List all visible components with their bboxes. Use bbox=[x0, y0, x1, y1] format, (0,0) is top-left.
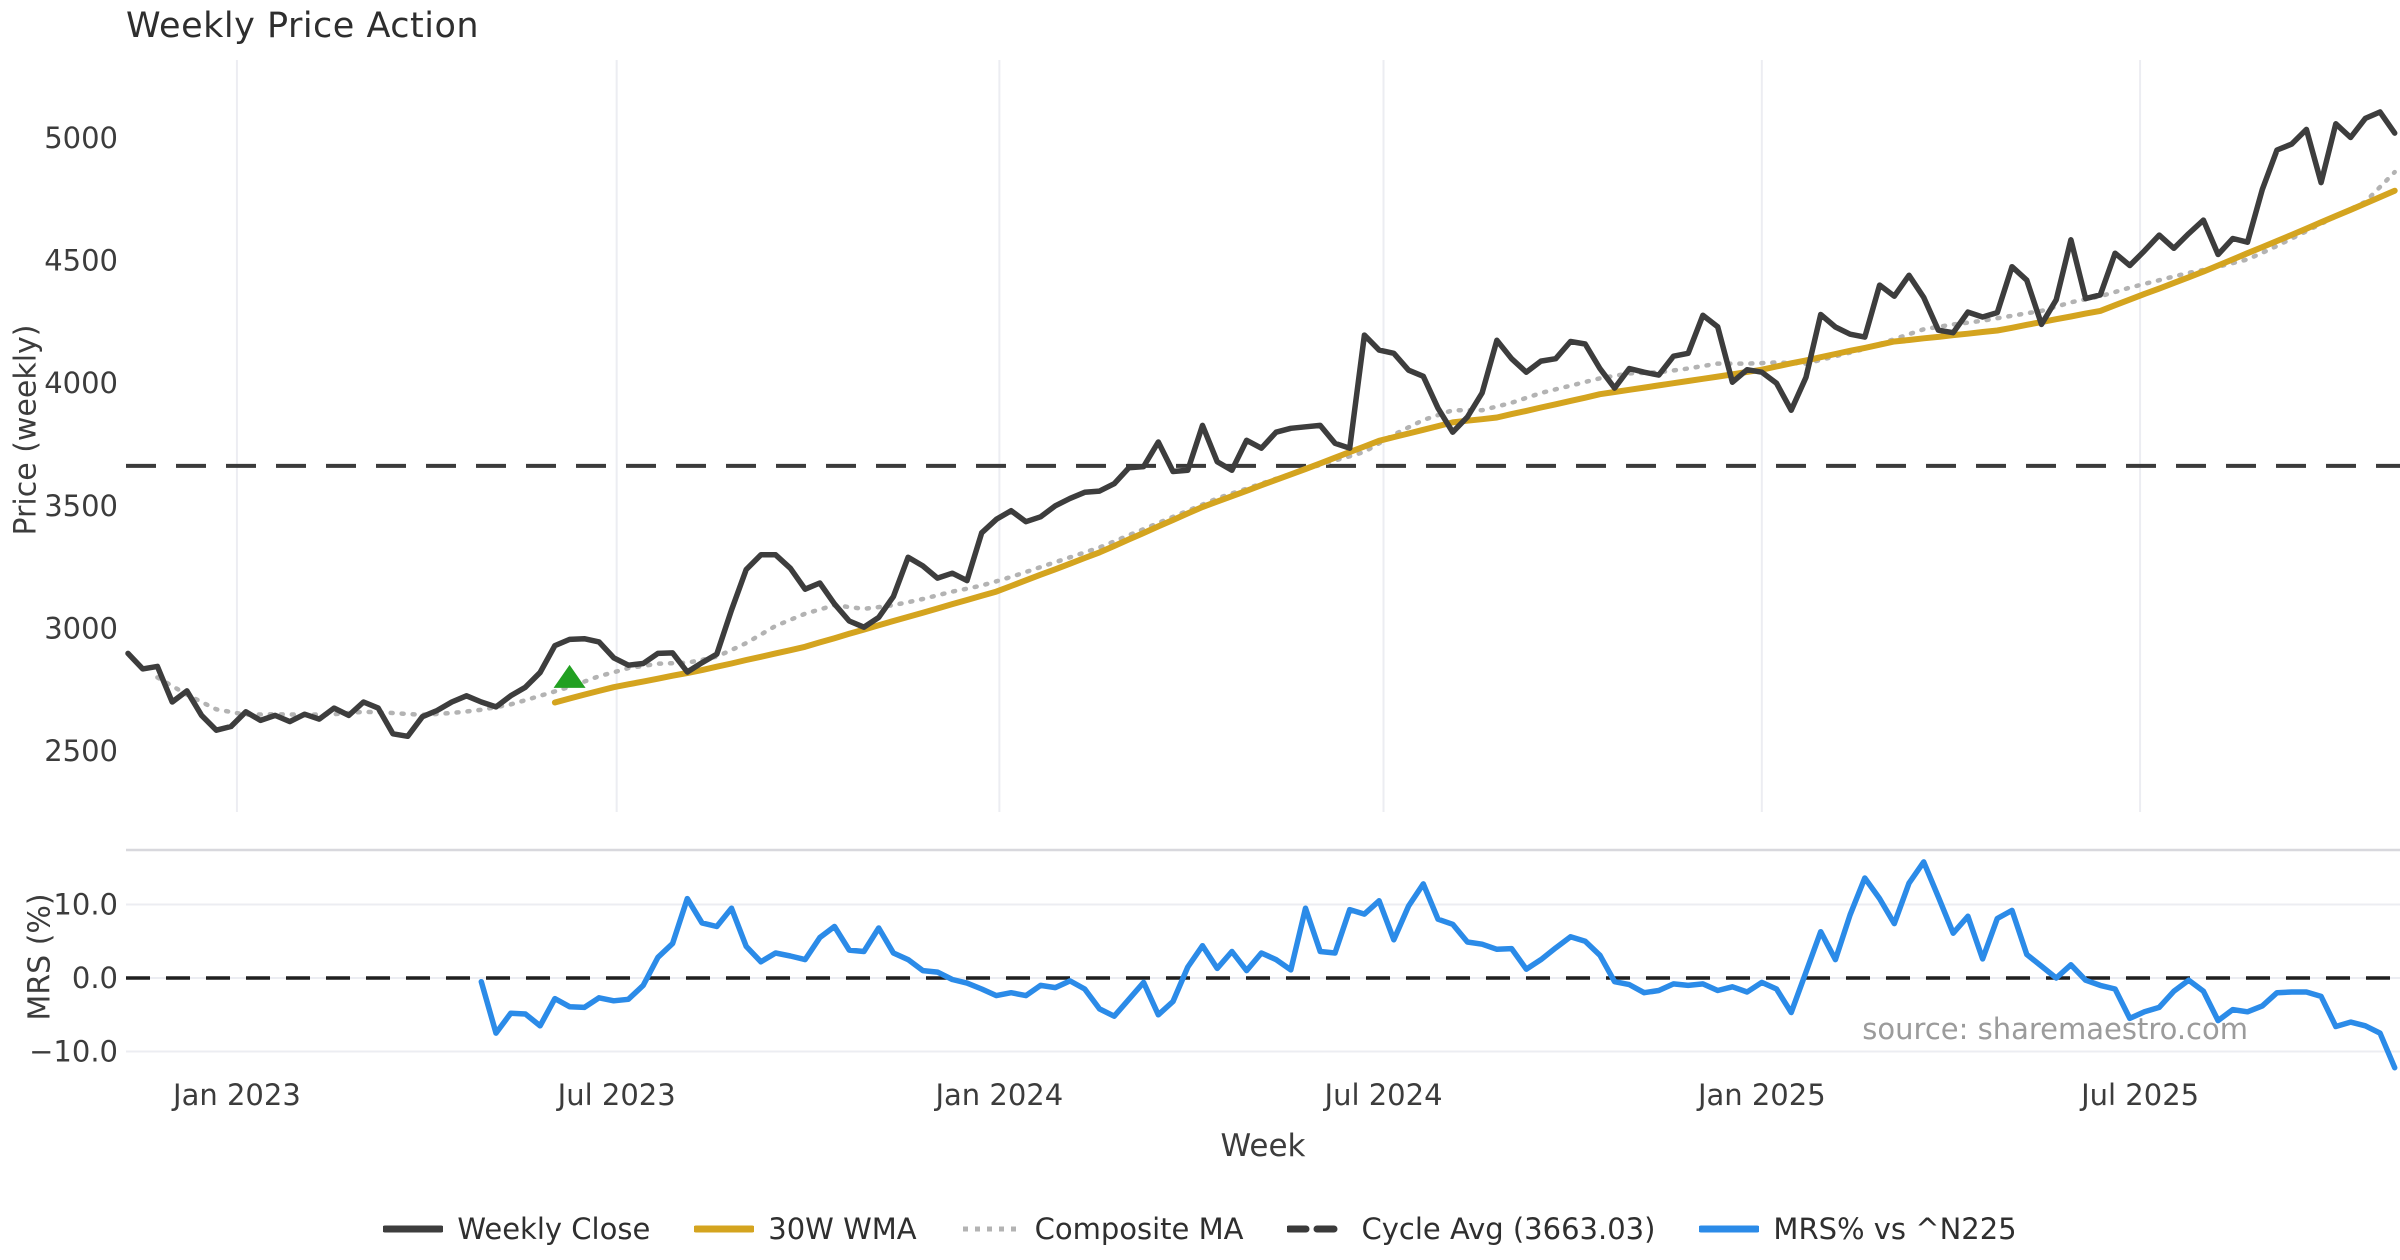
legend-item: Composite MA bbox=[961, 1212, 1244, 1246]
svg-text:4000: 4000 bbox=[44, 366, 118, 400]
legend-item: 30W WMA bbox=[694, 1212, 917, 1246]
legend-line-swatch bbox=[694, 1225, 755, 1233]
legend-item: Weekly Close bbox=[383, 1212, 650, 1246]
svg-text:Jan 2025: Jan 2025 bbox=[1696, 1078, 1826, 1112]
svg-text:3500: 3500 bbox=[44, 489, 118, 523]
svg-text:2500: 2500 bbox=[44, 734, 118, 768]
legend-line-swatch bbox=[962, 1226, 1019, 1232]
legend-line-swatch bbox=[383, 1225, 444, 1233]
svg-text:3000: 3000 bbox=[44, 611, 118, 645]
legend-item: Cycle Avg (3663.03) bbox=[1287, 1212, 1655, 1246]
gridlines bbox=[126, 60, 2400, 1053]
price-axis-label: Price (weekly) bbox=[8, 324, 44, 536]
svg-text:Jul 2024: Jul 2024 bbox=[1323, 1078, 1443, 1112]
reference-lines bbox=[126, 463, 2400, 980]
x-axis-label: Week bbox=[1220, 1128, 1306, 1164]
legend-label: Composite MA bbox=[1034, 1212, 1244, 1246]
mrs-axis-label: MRS (%) bbox=[22, 893, 58, 1021]
legend-label: MRS% vs ^N225 bbox=[1773, 1212, 2017, 1246]
page-title: Weekly Price Action bbox=[126, 6, 480, 46]
svg-text:4500: 4500 bbox=[44, 244, 118, 278]
buy-signal-marker bbox=[553, 664, 586, 688]
svg-text:0.0: 0.0 bbox=[72, 961, 118, 995]
axis-tick-labels: 2500 3000 3500 4000 4500 5000 10.0 0.0 −10.0 Jan … bbox=[29, 121, 2199, 1112]
legend-label: 30W WMA bbox=[768, 1212, 917, 1246]
data-series-lines bbox=[125, 109, 2398, 1071]
svg-text:Jul 2023: Jul 2023 bbox=[556, 1078, 676, 1112]
svg-text:Jul 2025: Jul 2025 bbox=[2079, 1078, 2199, 1112]
svg-text:Jan 2024: Jan 2024 bbox=[933, 1078, 1063, 1112]
svg-text:Jan 2023: Jan 2023 bbox=[171, 1078, 301, 1112]
svg-text:5000: 5000 bbox=[44, 121, 118, 155]
legend-label: Weekly Close bbox=[457, 1212, 651, 1246]
legend: Weekly Close 30W WMA Composite MA Cycle Avg… bbox=[0, 1212, 2400, 1246]
svg-text:10.0: 10.0 bbox=[53, 888, 118, 922]
svg-text:−10.0: −10.0 bbox=[29, 1035, 118, 1069]
legend-item: MRS% vs ^N225 bbox=[1699, 1212, 2017, 1246]
legend-line-swatch bbox=[1287, 1225, 1348, 1233]
legend-line-swatch bbox=[1699, 1225, 1760, 1233]
source-watermark: source: sharemaestro.com bbox=[1862, 1012, 2248, 1046]
legend-label: Cycle Avg (3663.03) bbox=[1361, 1212, 1656, 1246]
